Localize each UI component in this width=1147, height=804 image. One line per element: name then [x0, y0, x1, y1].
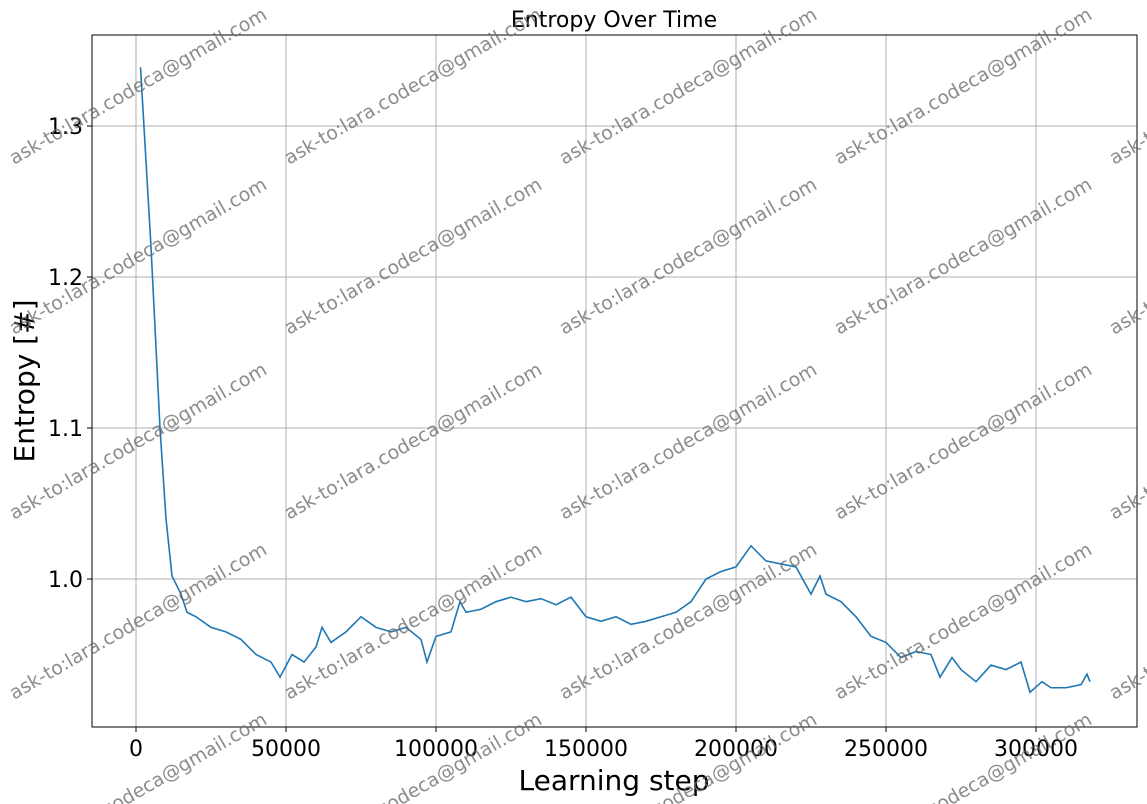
- y-tick-label: 1.3: [48, 115, 83, 140]
- x-axis-label: Learning step: [518, 764, 709, 797]
- watermark: ask-to:lara.codeca@gmail.com: [6, 173, 271, 339]
- y-tick-label: 1.0: [48, 568, 83, 593]
- watermark: ask-to:lara.codeca@gmail.com: [6, 3, 271, 169]
- x-tick-label: 200000: [694, 737, 778, 762]
- x-tick-label: 250000: [844, 737, 928, 762]
- y-tick-label: 1.1: [48, 417, 83, 442]
- x-tick-label: 100000: [394, 737, 478, 762]
- x-tick-label: 50000: [251, 737, 321, 762]
- watermark: ask-to:lara.codeca@gmail.com: [1106, 3, 1147, 169]
- watermark: ask-to:lara.codeca@gmail.com: [281, 3, 546, 169]
- watermark: ask-to:lara.codeca@gmail.com: [1106, 538, 1147, 704]
- watermark: ask-to:lara.codeca@gmail.com: [281, 173, 546, 339]
- watermark: ask-to:lara.codeca@gmail.com: [6, 358, 271, 524]
- watermark: ask-to:lara.codeca@gmail.com: [831, 538, 1096, 704]
- x-tick-label: 150000: [544, 737, 628, 762]
- watermark: ask-to:lara.codeca@gmail.com: [556, 173, 821, 339]
- watermark: ask-to:lara.codeca@gmail.com: [1106, 358, 1147, 524]
- chart-title: Entropy Over Time: [511, 8, 717, 33]
- watermark: ask-to:lara.codeca@gmail.com: [831, 173, 1096, 339]
- line-series: [139, 67, 1091, 694]
- watermark: ask-to:lara.codeca@gmail.com: [556, 358, 821, 524]
- watermark: ask-to:lara.codeca@gmail.com: [831, 3, 1096, 169]
- watermark: ask-to:lara.codeca@gmail.com: [281, 358, 546, 524]
- y-tick-label: 1.2: [48, 266, 83, 291]
- watermark: ask-to:lara.codeca@gmail.com: [281, 538, 546, 704]
- plot-frame: [91, 34, 1138, 728]
- x-tick-label: 300000: [994, 737, 1078, 762]
- watermark: ask-to:lara.codeca@gmail.com: [1106, 173, 1147, 339]
- y-axis-label: Entropy [#]: [8, 300, 41, 463]
- watermark: ask-to:lara.codeca@gmail.com: [1106, 708, 1147, 804]
- x-tick-label: 0: [129, 737, 143, 762]
- watermark: ask-to:lara.codeca@gmail.com: [556, 538, 821, 704]
- watermark: ask-to:lara.codeca@gmail.com: [6, 538, 271, 704]
- watermark: ask-to:lara.codeca@gmail.com: [831, 358, 1096, 524]
